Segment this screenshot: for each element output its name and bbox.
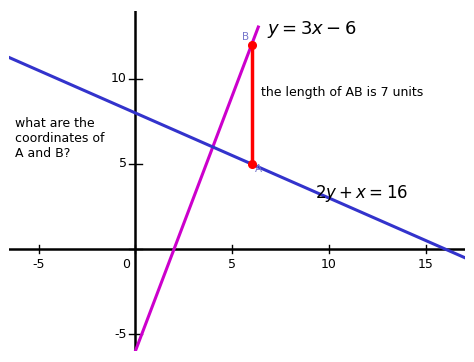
Text: 10: 10	[321, 258, 337, 272]
Text: 5: 5	[228, 258, 236, 272]
Text: A: A	[255, 164, 263, 174]
Text: 15: 15	[418, 258, 434, 272]
Text: 0: 0	[122, 258, 130, 272]
Text: the length of AB is 7 units: the length of AB is 7 units	[261, 86, 423, 99]
Text: -5: -5	[32, 258, 45, 272]
Text: what are the
coordinates of
A and B?: what are the coordinates of A and B?	[15, 117, 105, 160]
Text: 5: 5	[118, 157, 127, 171]
Text: $y = 3x - 6$: $y = 3x - 6$	[267, 19, 356, 41]
Text: 10: 10	[111, 72, 127, 85]
Text: $2y + x = 16$: $2y + x = 16$	[315, 183, 409, 204]
Text: -5: -5	[114, 328, 127, 341]
Text: B: B	[242, 32, 249, 42]
